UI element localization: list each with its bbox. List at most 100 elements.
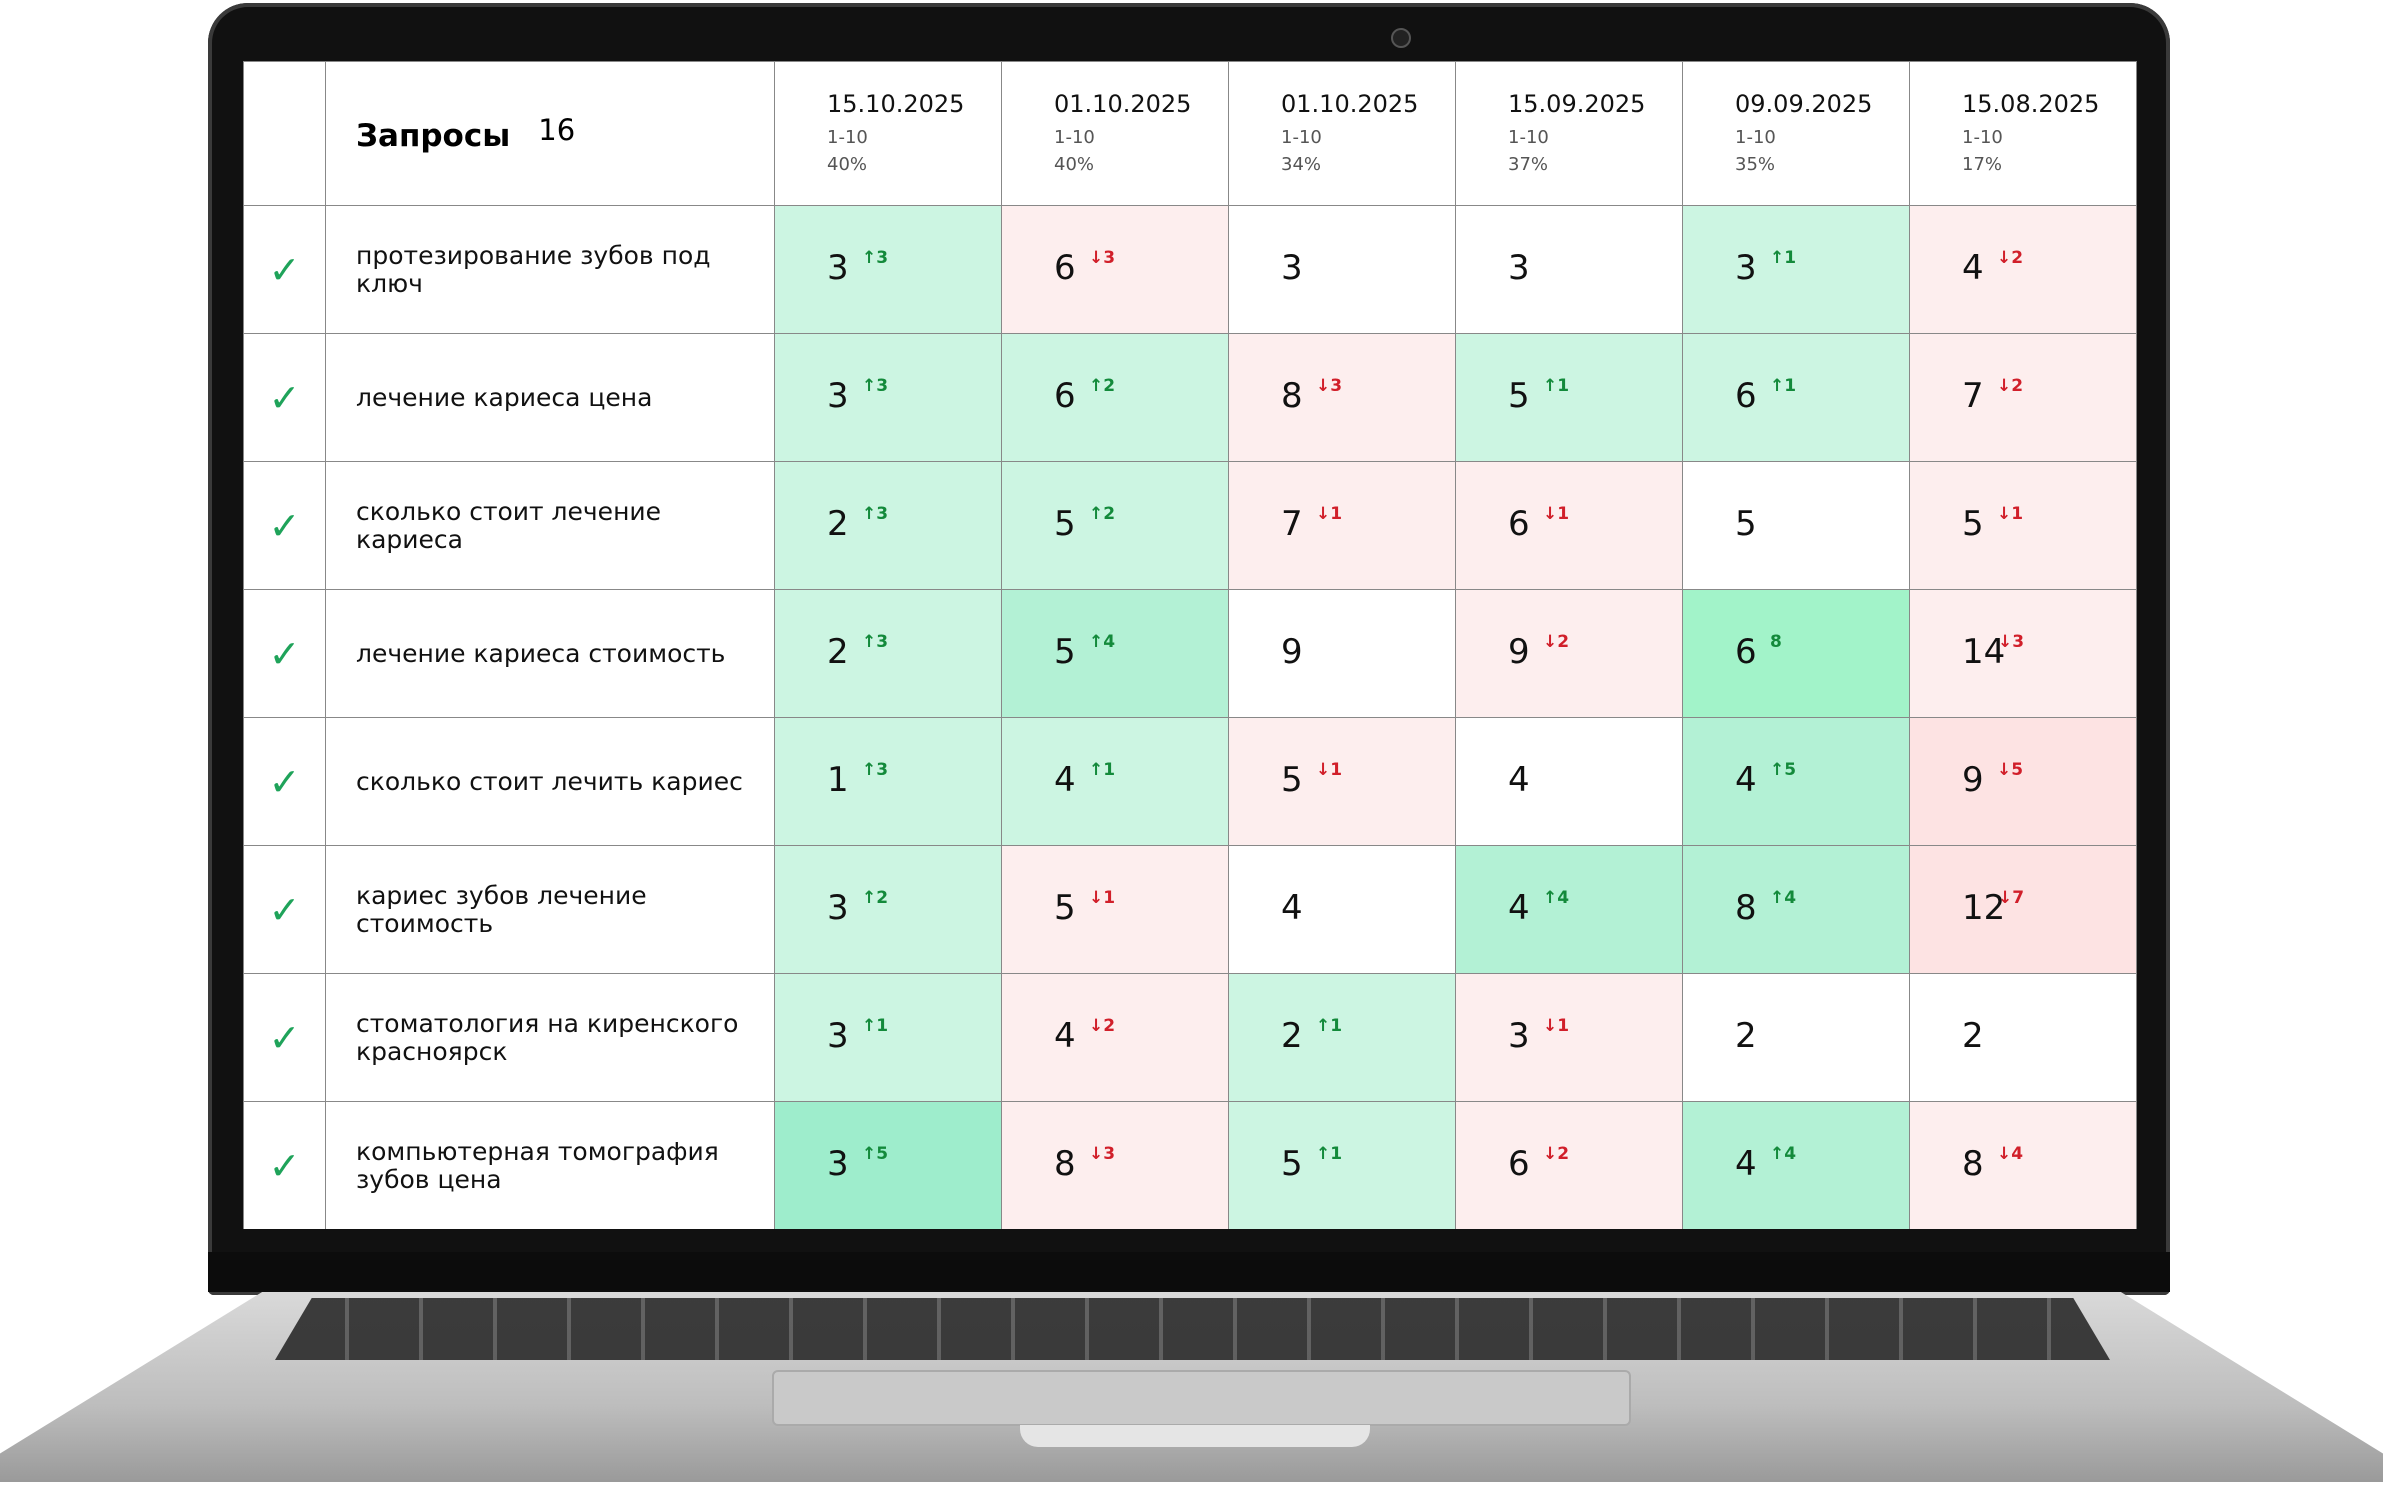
date-column-header[interactable]: 15.08.2025 1-10 17% bbox=[1909, 61, 2137, 206]
position-change: ↑2 bbox=[1089, 376, 1116, 396]
position-cell: 1 ↑3 bbox=[774, 717, 1002, 846]
position-cell: 3 ↓1 bbox=[1455, 973, 1683, 1102]
position-cell: 6 ↑2 bbox=[1001, 333, 1229, 462]
position-cell: 6 ↓1 bbox=[1455, 461, 1683, 590]
position-value: 5 bbox=[1054, 888, 1076, 928]
position-change: ↑5 bbox=[1770, 760, 1797, 780]
queries-header: Запросы 16 bbox=[325, 61, 775, 206]
date-column-header[interactable]: 15.09.2025 1-10 37% bbox=[1455, 61, 1683, 206]
position-change: ↑4 bbox=[1543, 888, 1570, 908]
date-column-header[interactable]: 01.10.2025 1-10 34% bbox=[1228, 61, 1456, 206]
check-icon: ✓ bbox=[268, 375, 301, 420]
position-cell: 3 ↑3 bbox=[774, 205, 1002, 334]
column-range: 1-10 bbox=[1054, 127, 1095, 148]
row-check-cell[interactable]: ✓ bbox=[243, 717, 326, 846]
position-cell: 7 ↓1 bbox=[1228, 461, 1456, 590]
position-value: 2 bbox=[1735, 1016, 1757, 1056]
position-change: ↑2 bbox=[862, 888, 889, 908]
position-value: 6 bbox=[1508, 504, 1530, 544]
position-value: 2 bbox=[827, 504, 849, 544]
rankings-table: Запросы 16 15.10.2025 1-10 40% 01.10.2025 … bbox=[243, 61, 2137, 1229]
position-cell: 4 bbox=[1455, 717, 1683, 846]
query-text: лечение кариеса цена bbox=[356, 382, 653, 412]
position-cell: 3 bbox=[1455, 205, 1683, 334]
row-check-cell[interactable]: ✓ bbox=[243, 1101, 326, 1229]
position-cell: 3 ↑5 bbox=[774, 1101, 1002, 1229]
check-icon: ✓ bbox=[268, 887, 301, 932]
table-row: ✓ компьютерная томография зубов цена 3 ↑… bbox=[243, 1101, 2137, 1229]
query-cell: сколько стоит лечение кариеса bbox=[325, 461, 775, 590]
query-cell: стоматология на киренского красноярск bbox=[325, 973, 775, 1102]
position-value: 4 bbox=[1054, 1016, 1076, 1056]
position-change: ↓1 bbox=[1997, 504, 2024, 524]
position-cell: 14 ↓3 bbox=[1909, 589, 2137, 718]
position-cell: 6 ↑1 bbox=[1682, 333, 1910, 462]
position-value: 3 bbox=[1508, 1016, 1530, 1056]
position-change: ↑3 bbox=[862, 504, 889, 524]
position-value: 3 bbox=[827, 888, 849, 928]
position-cell: 7 ↓2 bbox=[1909, 333, 2137, 462]
position-value: 12 bbox=[1962, 888, 2006, 928]
position-cell: 3 ↑1 bbox=[774, 973, 1002, 1102]
query-text: компьютерная томография зубов цена bbox=[356, 1136, 719, 1194]
position-value: 9 bbox=[1281, 632, 1303, 672]
position-cell: 2 ↑3 bbox=[774, 461, 1002, 590]
position-cell: 4 ↑5 bbox=[1682, 717, 1910, 846]
position-value: 8 bbox=[1281, 376, 1303, 416]
query-text: кариес зубов лечение стоимость bbox=[356, 880, 647, 938]
position-cell: 5 ↑2 bbox=[1001, 461, 1229, 590]
position-value: 1 bbox=[827, 760, 849, 800]
row-check-cell[interactable]: ✓ bbox=[243, 973, 326, 1102]
position-change: ↓3 bbox=[1998, 632, 2025, 652]
position-value: 4 bbox=[1735, 1144, 1757, 1184]
position-value: 4 bbox=[1508, 760, 1530, 800]
position-change: ↓1 bbox=[1089, 888, 1116, 908]
position-cell: 8 ↑4 bbox=[1682, 845, 1910, 974]
date-column-header[interactable]: 15.10.2025 1-10 40% bbox=[774, 61, 1002, 206]
table-row: ✓ кариес зубов лечение стоимость 3 ↑2 5 … bbox=[243, 845, 2137, 974]
column-range: 1-10 bbox=[1281, 127, 1322, 148]
position-change: ↑3 bbox=[862, 632, 889, 652]
check-column-header bbox=[243, 61, 326, 206]
position-cell: 3 ↑2 bbox=[774, 845, 1002, 974]
position-cell: 5 ↓1 bbox=[1228, 717, 1456, 846]
queries-title: Запросы bbox=[356, 117, 511, 154]
query-cell: лечение кариеса стоимость bbox=[325, 589, 775, 718]
row-check-cell[interactable]: ✓ bbox=[243, 589, 326, 718]
position-value: 5 bbox=[1508, 376, 1530, 416]
row-check-cell[interactable]: ✓ bbox=[243, 205, 326, 334]
position-change: ↓3 bbox=[1089, 248, 1116, 268]
position-value: 4 bbox=[1054, 760, 1076, 800]
column-range: 1-10 bbox=[1735, 127, 1776, 148]
position-cell: 4 ↑4 bbox=[1455, 845, 1683, 974]
position-value: 2 bbox=[1281, 1016, 1303, 1056]
date-column-header[interactable]: 01.10.2025 1-10 40% bbox=[1001, 61, 1229, 206]
position-cell: 4 ↑1 bbox=[1001, 717, 1229, 846]
position-change: ↓2 bbox=[1997, 248, 2024, 268]
date-column-header[interactable]: 09.09.2025 1-10 35% bbox=[1682, 61, 1910, 206]
row-check-cell[interactable]: ✓ bbox=[243, 461, 326, 590]
check-icon: ✓ bbox=[268, 1015, 301, 1060]
position-value: 3 bbox=[1508, 248, 1530, 288]
position-value: 3 bbox=[1735, 248, 1757, 288]
position-change: ↑1 bbox=[1543, 376, 1570, 396]
row-check-cell[interactable]: ✓ bbox=[243, 845, 326, 974]
queries-count: 16 bbox=[538, 113, 576, 148]
position-cell: 8 ↓3 bbox=[1228, 333, 1456, 462]
position-change: ↑1 bbox=[862, 1016, 889, 1036]
position-value: 3 bbox=[827, 248, 849, 288]
position-value: 8 bbox=[1962, 1144, 1984, 1184]
position-cell: 8 ↓3 bbox=[1001, 1101, 1229, 1229]
position-value: 3 bbox=[827, 376, 849, 416]
position-cell: 6 8 bbox=[1682, 589, 1910, 718]
position-value: 5 bbox=[1054, 504, 1076, 544]
table-row: ✓ стоматология на киренского красноярск … bbox=[243, 973, 2137, 1102]
row-check-cell[interactable]: ✓ bbox=[243, 333, 326, 462]
column-range: 1-10 bbox=[827, 127, 868, 148]
position-change: ↑1 bbox=[1316, 1144, 1343, 1164]
position-value: 5 bbox=[1962, 504, 1984, 544]
position-value: 7 bbox=[1281, 504, 1303, 544]
position-change: ↑3 bbox=[862, 376, 889, 396]
position-cell: 5 ↑1 bbox=[1455, 333, 1683, 462]
position-change: ↓1 bbox=[1316, 760, 1343, 780]
